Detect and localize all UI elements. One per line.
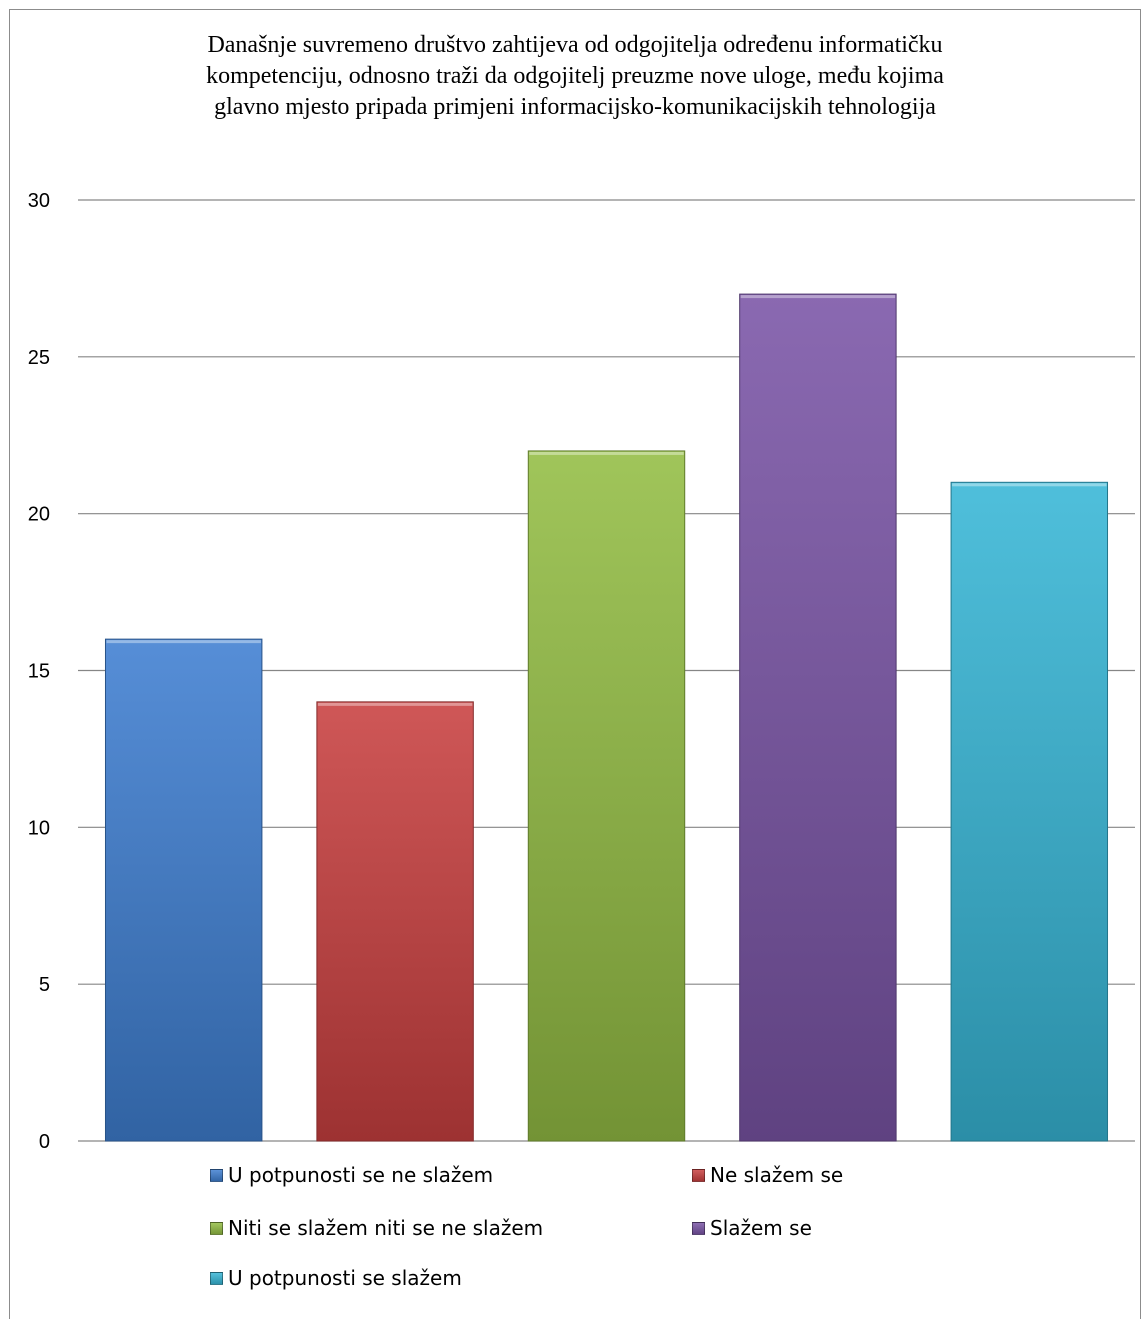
legend-item: U potpunosti se ne slažem — [210, 1163, 493, 1187]
bar-highlight — [740, 295, 896, 299]
legend-swatch — [692, 1168, 705, 1182]
legend-swatch — [692, 1221, 705, 1235]
bars — [104, 293, 1109, 1142]
legend-swatch — [210, 1168, 223, 1182]
y-tick-label: 0 — [39, 1131, 50, 1153]
bar-highlight — [317, 702, 473, 706]
legend-swatch — [210, 1271, 223, 1285]
legend-swatch — [210, 1221, 223, 1235]
bar-2 — [316, 701, 474, 1142]
chart-title-line-1: Današnje suvremeno društvo zahtijeva od … — [207, 32, 943, 58]
y-tick-label: 20 — [28, 504, 50, 526]
legend-label: U potpunosti se ne slažem — [228, 1163, 494, 1187]
legend-item: U potpunosti se slažem — [210, 1266, 462, 1290]
legend-item: Ne slažem se — [692, 1163, 843, 1187]
bar-3 — [527, 450, 686, 1142]
y-axis-ticks: 0 5 10 15 20 25 30 — [28, 190, 50, 1153]
y-tick-label: 25 — [28, 347, 50, 369]
chart-title: Današnje suvremeno društvo zahtijeva od … — [60, 30, 1090, 123]
bar-4 — [739, 293, 897, 1142]
legend-item: Niti se slažem niti se ne slažem — [210, 1216, 543, 1240]
chart-title-line-3: glavno mjesto pripada primjeni informaci… — [214, 94, 936, 120]
bar-highlight — [106, 640, 261, 644]
bar-highlight — [952, 483, 1107, 487]
y-tick-label: 15 — [28, 661, 50, 683]
legend-label: U potpunosti se slažem — [228, 1266, 462, 1290]
legend-label: Niti se slažem niti se ne slažem — [228, 1216, 544, 1240]
chart-title-line-2: kompetenciju, odnosno traži da odgojitel… — [206, 63, 944, 89]
bar-highlight — [529, 451, 684, 455]
y-tick-label: 5 — [39, 974, 50, 996]
legend-label: Ne slažem se — [710, 1163, 844, 1187]
legend-label: Slažem se — [710, 1216, 812, 1240]
y-tick-label: 30 — [28, 190, 50, 212]
legend-item: Slažem se — [692, 1216, 812, 1240]
y-tick-label: 10 — [28, 817, 50, 839]
bar-5 — [950, 481, 1109, 1142]
bar-1 — [104, 638, 263, 1142]
